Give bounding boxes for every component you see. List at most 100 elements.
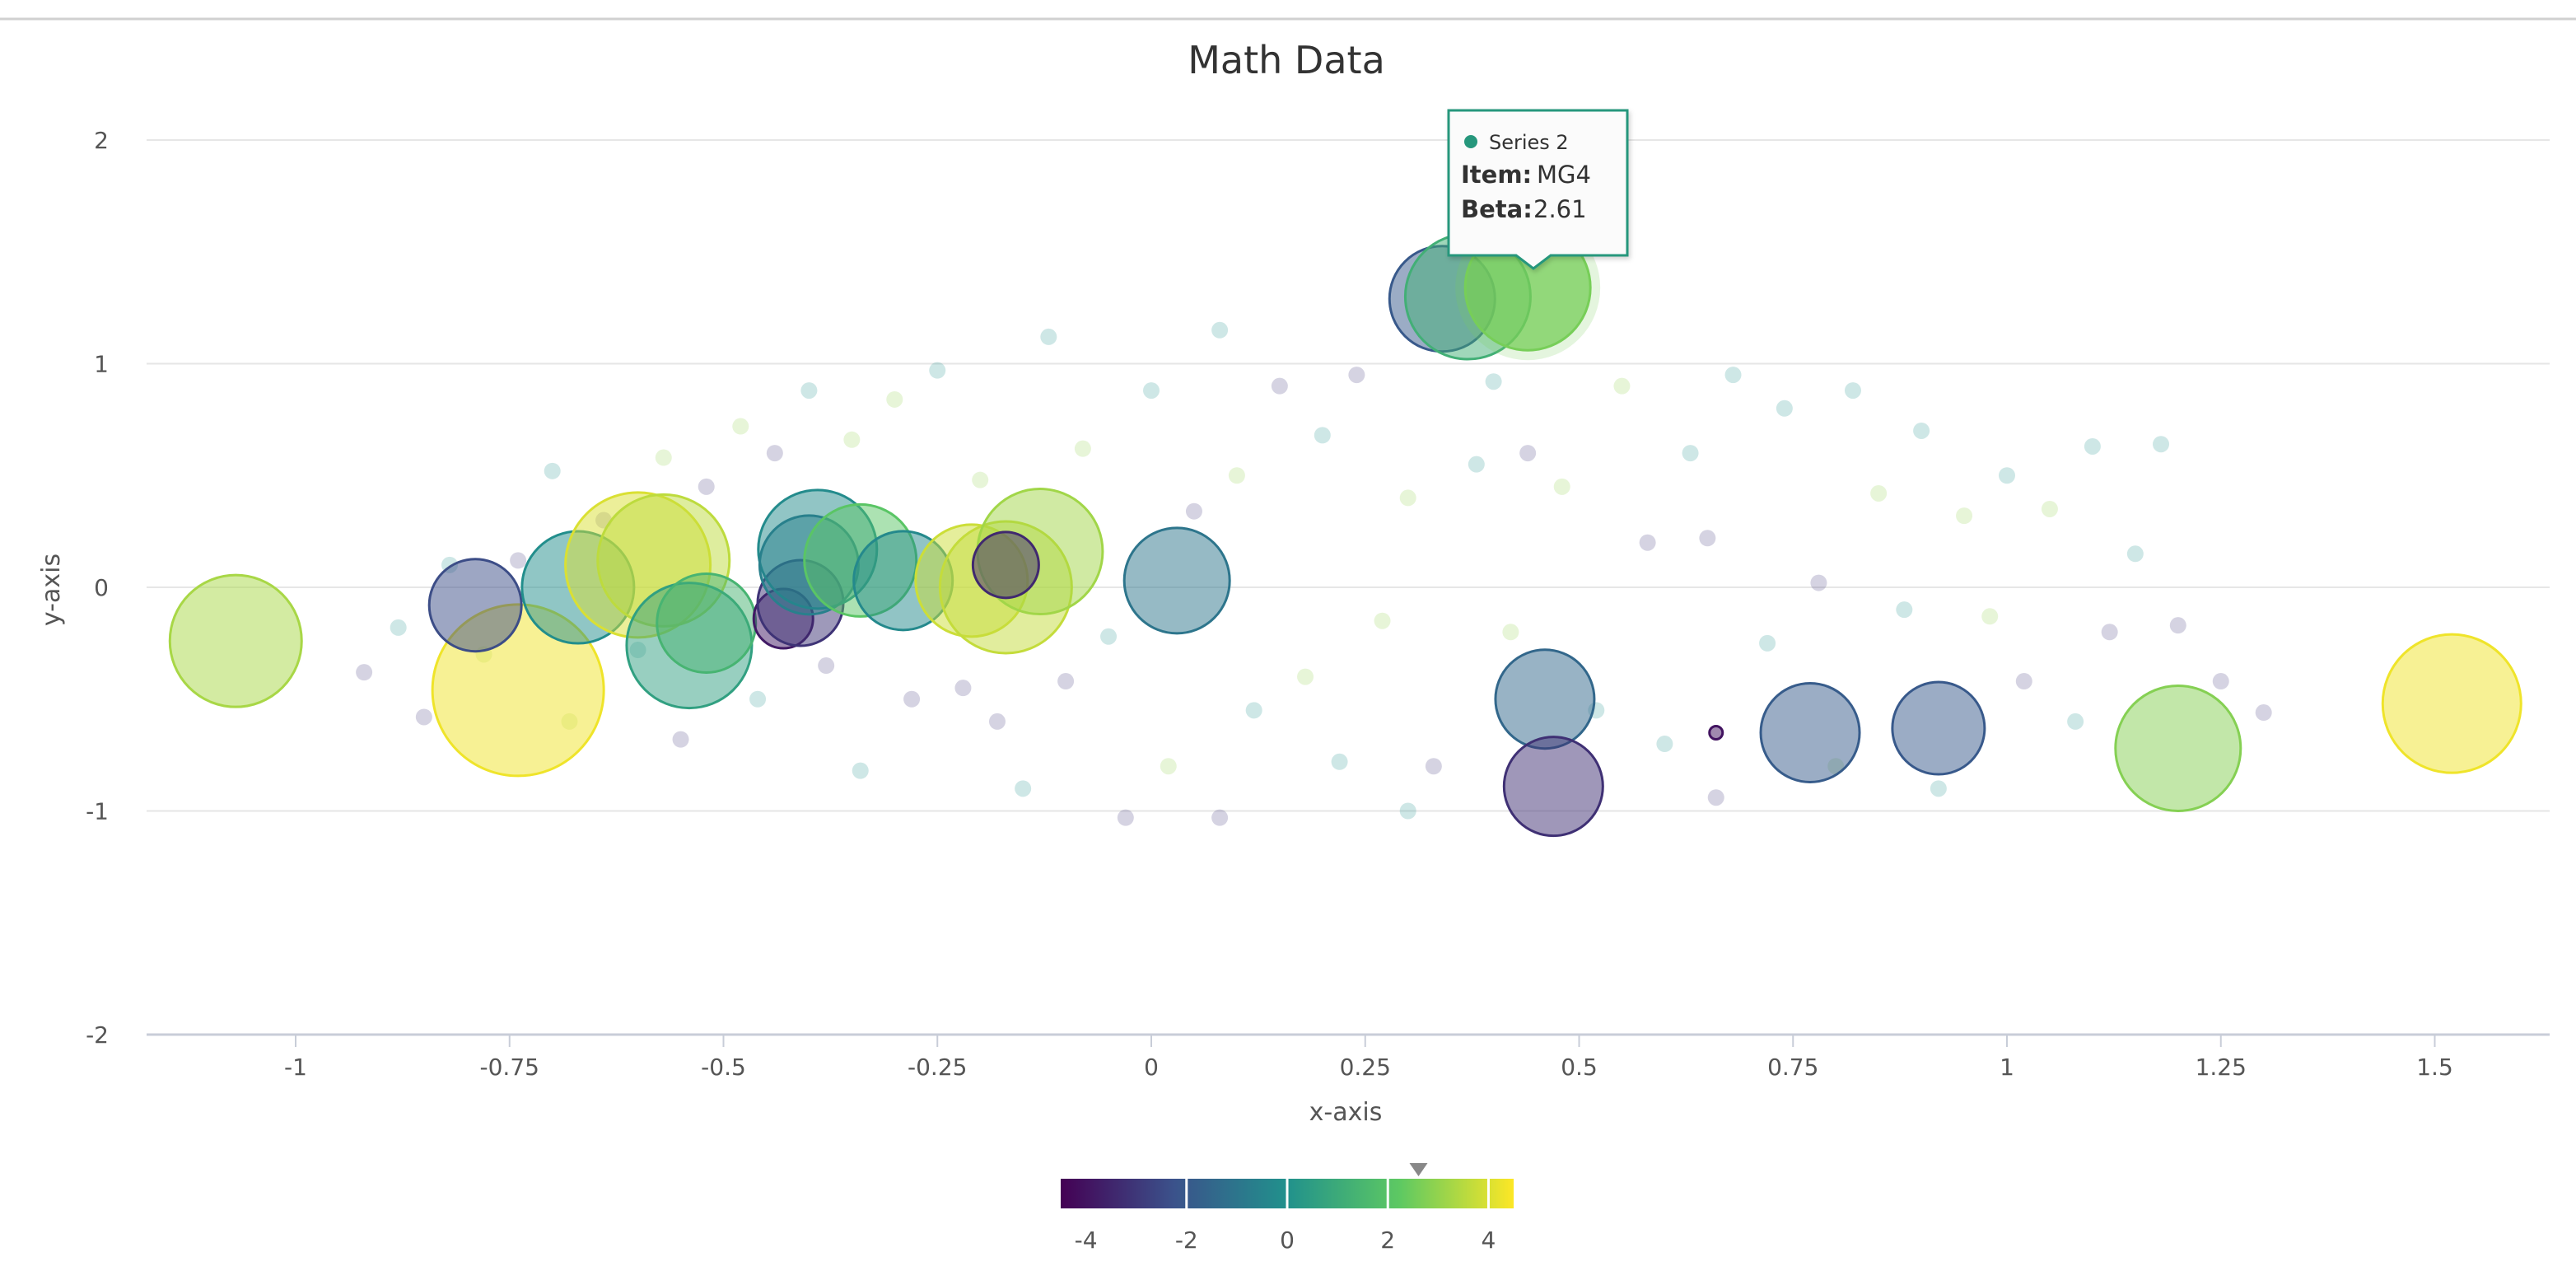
background-point bbox=[852, 762, 869, 779]
background-point bbox=[1211, 321, 1229, 339]
color-axis-legend: -4 -2 0 2 4 bbox=[1061, 1163, 1514, 1254]
color-axis-marker bbox=[1409, 1163, 1428, 1176]
background-point bbox=[415, 708, 432, 726]
bubble[interactable] bbox=[427, 558, 523, 653]
background-point bbox=[1314, 427, 1331, 444]
bubble[interactable] bbox=[1502, 736, 1604, 838]
bubble[interactable] bbox=[1494, 648, 1596, 750]
background-point bbox=[698, 478, 715, 495]
background-point bbox=[1348, 367, 1365, 384]
background-point bbox=[1399, 802, 1416, 820]
y-axis-label: y-axis bbox=[37, 554, 66, 626]
background-point bbox=[1553, 478, 1570, 495]
background-point bbox=[2015, 673, 2032, 690]
color-axis-tick-label: -2 bbox=[1175, 1227, 1198, 1254]
background-point bbox=[1930, 780, 1947, 797]
bubble[interactable] bbox=[1759, 681, 1861, 783]
bubble[interactable] bbox=[1891, 680, 1986, 776]
background-point bbox=[1485, 373, 1502, 390]
background-point bbox=[1913, 422, 1930, 439]
background-point bbox=[1699, 530, 1716, 547]
color-axis-tick-label: 4 bbox=[1482, 1227, 1496, 1254]
background-point bbox=[1656, 736, 1673, 753]
background-point bbox=[886, 390, 903, 408]
x-tick-label: 0.5 bbox=[1561, 1054, 1598, 1081]
background-point bbox=[800, 382, 818, 400]
bubble[interactable] bbox=[1708, 724, 1724, 741]
background-point bbox=[988, 713, 1006, 730]
background-point bbox=[749, 690, 767, 708]
background-point bbox=[1425, 758, 1442, 775]
background-point bbox=[2212, 673, 2229, 690]
chart-title: Math Data bbox=[1188, 38, 1385, 82]
color-axis-tick-label: -4 bbox=[1075, 1227, 1098, 1254]
background-point bbox=[1468, 456, 1485, 473]
background-point bbox=[1519, 445, 1537, 462]
bubble[interactable] bbox=[168, 573, 303, 708]
background-point bbox=[1981, 608, 1999, 625]
x-axis-ticks: -1 -0.75 -0.5 -0.25 0 0.25 0.5 0.75 1 1.25 1.5 bbox=[284, 1035, 2453, 1081]
y-axis-ticks: -2 -1 0 1 2 bbox=[86, 127, 109, 1049]
background-point bbox=[818, 657, 835, 675]
background-point bbox=[1502, 624, 1519, 641]
x-tick-label: 0.25 bbox=[1340, 1054, 1391, 1081]
bubble[interactable] bbox=[971, 530, 1040, 600]
background-point bbox=[356, 664, 373, 681]
background-point bbox=[766, 445, 783, 462]
background-point bbox=[1211, 809, 1229, 826]
color-axis-tick-label: 0 bbox=[1280, 1227, 1295, 1254]
tooltip-item-value: MG4 bbox=[1537, 161, 1591, 189]
background-point bbox=[954, 680, 972, 697]
x-tick-label: -1 bbox=[284, 1054, 307, 1081]
background-point bbox=[1896, 601, 1913, 619]
x-tick-label: 1 bbox=[2000, 1054, 2014, 1081]
tooltip: Series 2 Item: MG4 Beta: 2.61 bbox=[1447, 109, 1629, 270]
bubble[interactable] bbox=[656, 572, 758, 674]
tooltip-item-label: Item: bbox=[1461, 161, 1532, 189]
bubble[interactable] bbox=[1122, 526, 1231, 635]
y-tick-label: 0 bbox=[94, 574, 109, 601]
background-point bbox=[903, 690, 921, 708]
background-point bbox=[2084, 437, 2101, 455]
background-point bbox=[2255, 704, 2272, 722]
tooltip-series-dot bbox=[1464, 135, 1477, 148]
x-axis-label: x-axis bbox=[1309, 1098, 1383, 1127]
y-tick-label: 1 bbox=[94, 351, 109, 378]
y-tick-label: 2 bbox=[94, 127, 109, 154]
background-point bbox=[1776, 400, 1793, 417]
background-point bbox=[1870, 484, 1888, 502]
background-point bbox=[2067, 713, 2084, 730]
background-point bbox=[1956, 507, 1973, 525]
x-tick-label: 1.5 bbox=[2416, 1054, 2453, 1081]
background-point bbox=[1707, 789, 1724, 806]
background-point bbox=[1639, 534, 1656, 551]
bubble[interactable] bbox=[2114, 684, 2242, 812]
color-axis-tick-label: 2 bbox=[1380, 1227, 1395, 1254]
color-axis-ticks: -4 -2 0 2 4 bbox=[1075, 1179, 1496, 1254]
bubble[interactable] bbox=[2381, 633, 2522, 774]
background-point bbox=[1117, 809, 1134, 826]
background-point bbox=[390, 619, 407, 636]
background-point bbox=[655, 449, 672, 466]
tooltip-series-name: Series 2 bbox=[1489, 131, 1569, 154]
x-tick-label: -0.5 bbox=[701, 1054, 746, 1081]
series-2-bubbles bbox=[168, 215, 2522, 838]
background-point bbox=[672, 731, 689, 748]
background-point bbox=[1844, 382, 1861, 400]
background-point bbox=[1057, 673, 1075, 690]
background-point bbox=[1271, 377, 1288, 395]
x-tick-label: 1.25 bbox=[2196, 1054, 2247, 1081]
background-point bbox=[2169, 617, 2186, 634]
background-point bbox=[843, 431, 861, 448]
background-point bbox=[1374, 612, 1391, 629]
tooltip-beta-label: Beta: bbox=[1461, 195, 1533, 223]
background-point bbox=[1613, 377, 1631, 395]
background-point bbox=[1810, 574, 1827, 591]
x-tick-label: 0.75 bbox=[1767, 1054, 1818, 1081]
background-point bbox=[732, 418, 749, 435]
background-point bbox=[1015, 780, 1032, 797]
background-point bbox=[2041, 500, 2058, 517]
background-point bbox=[1682, 445, 1699, 462]
background-point bbox=[1331, 753, 1348, 770]
